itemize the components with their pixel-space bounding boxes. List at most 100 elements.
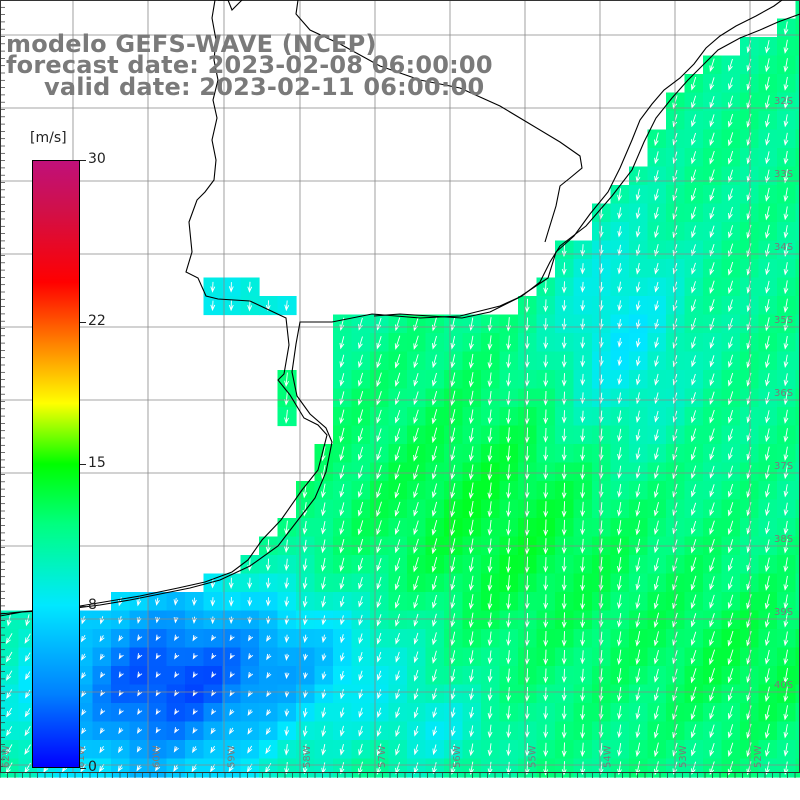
wind-arrow [468, 557, 474, 573]
wind-arrow [617, 705, 622, 720]
wind-arrow [764, 631, 770, 647]
wind-arrow [635, 410, 641, 423]
wind-arrow [376, 446, 382, 461]
wind-arrow [783, 298, 789, 314]
wind-arrow [357, 501, 364, 517]
wind-arrow [155, 727, 161, 734]
wind-speed-field [0, 0, 800, 778]
wind-arrow [765, 373, 770, 387]
longitude-label: 58W [302, 745, 313, 768]
wind-arrow [543, 742, 549, 757]
wind-arrow [783, 409, 789, 424]
wind-arrow [487, 372, 493, 388]
wind-arrow [376, 670, 382, 681]
wind-arrow [728, 465, 734, 479]
wind-arrow [524, 519, 530, 537]
wind-arrow [506, 501, 512, 518]
wind-arrow [284, 372, 289, 388]
wind-arrow [690, 169, 697, 184]
wind-arrow [561, 575, 567, 592]
wind-arrow [709, 225, 715, 238]
wind-arrow [358, 633, 364, 645]
wind-arrow [6, 726, 13, 737]
wind-arrow [118, 635, 124, 642]
wind-arrow [5, 633, 13, 645]
wind-arrow [339, 596, 345, 608]
wind-arrow [709, 58, 715, 73]
wind-arrow [284, 558, 290, 572]
wind-arrow [174, 708, 180, 716]
wind-arrow [653, 705, 659, 720]
wind-arrow [468, 612, 474, 629]
wind-arrow [228, 616, 234, 625]
wind-arrow [635, 705, 641, 720]
wind-arrow [764, 575, 770, 591]
wind-arrow [450, 707, 456, 719]
colorbar-tick-mark [80, 322, 86, 324]
wind-arrow [5, 744, 13, 756]
wind-arrow [561, 464, 567, 481]
wind-arrow [24, 744, 31, 755]
wind-arrow [24, 633, 31, 644]
wind-speed-cell [795, 370, 800, 390]
wind-arrow [413, 669, 419, 682]
wind-arrow [394, 335, 401, 350]
longitude-label: 61W [76, 745, 87, 768]
colorbar-tick-label: 0 [88, 759, 97, 775]
wind-speed-cell [795, 481, 800, 501]
wind-arrow [431, 446, 438, 462]
wind-arrow [431, 372, 437, 387]
wind-arrow [228, 300, 234, 312]
wind-arrow [376, 336, 382, 350]
wind-arrow [432, 688, 437, 701]
wind-speed-cell [795, 37, 800, 57]
wind-arrow [728, 354, 734, 368]
wind-arrow [709, 724, 715, 739]
wind-arrow [117, 746, 124, 754]
wind-arrow [691, 373, 696, 386]
wind-arrow [765, 169, 770, 183]
wind-arrow [487, 335, 493, 351]
wind-arrow [727, 576, 734, 591]
wind-arrow [358, 725, 364, 737]
wind-arrow [580, 281, 586, 293]
wind-speed-cell [795, 55, 800, 75]
wind-arrow [524, 631, 530, 647]
wind-arrow [394, 354, 401, 369]
wind-arrow [764, 668, 770, 684]
wind-arrow [524, 409, 530, 425]
wind-arrow [783, 206, 789, 221]
wind-arrow [635, 742, 641, 757]
wind-arrow [357, 390, 364, 406]
wind-arrow [617, 465, 622, 479]
wind-arrow [357, 446, 364, 461]
wind-arrow [450, 669, 456, 683]
wind-arrow [728, 428, 734, 442]
wind-arrow [691, 206, 697, 220]
wind-arrow [690, 594, 697, 610]
wind-arrow [450, 557, 456, 573]
wind-arrow [99, 635, 105, 643]
wind-speed-cell [795, 721, 800, 741]
wind-arrow [654, 281, 660, 293]
wind-arrow [413, 464, 419, 480]
wind-arrow [487, 556, 493, 573]
latitude-label: 38S [774, 534, 793, 545]
wind-arrow [265, 616, 271, 625]
wind-arrow [155, 745, 161, 753]
wind-arrow [376, 743, 382, 757]
wind-arrow [468, 519, 474, 536]
wind-arrow [653, 501, 659, 517]
wind-arrow [468, 501, 474, 518]
wind-speed-cell [795, 240, 800, 260]
wind-arrow [783, 187, 789, 203]
wind-arrow [635, 188, 641, 201]
wind-arrow [617, 356, 623, 367]
wind-arrow [561, 336, 567, 350]
wind-arrow [727, 409, 734, 424]
wind-arrow [635, 262, 641, 275]
wind-arrow [746, 630, 752, 647]
wind-arrow [690, 187, 697, 202]
wind-arrow [524, 427, 530, 444]
wind-arrow [431, 483, 438, 499]
